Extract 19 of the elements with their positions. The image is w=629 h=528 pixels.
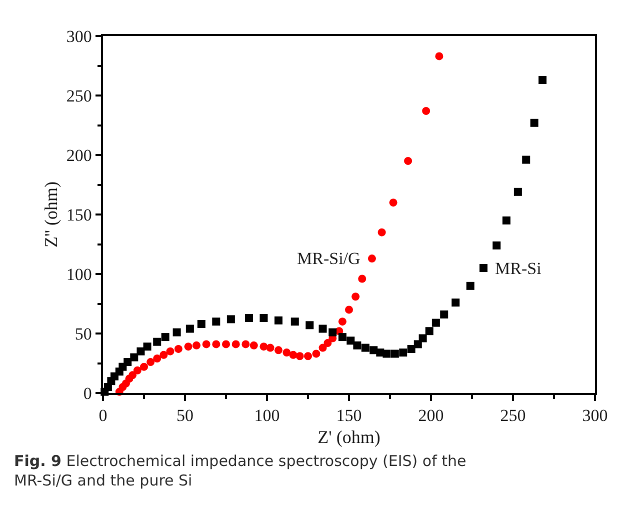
x-axis-title: Z' (ohm) xyxy=(318,426,380,447)
caption: Fig. 9 Electrochemical impedance spectroscopy (EIS) of the MR-Si/G and the pure Si xyxy=(14,452,466,490)
y-tick-label: 50 xyxy=(74,324,92,344)
x-tick-label: 200 xyxy=(418,406,444,426)
y-axis-title: Z'' (ohm) xyxy=(41,182,62,248)
x-tick-label: 100 xyxy=(254,406,280,426)
y-tick-label: 250 xyxy=(66,86,92,106)
y-tick-label: 200 xyxy=(66,146,92,165)
series-label: MR-Si/G xyxy=(297,249,360,268)
x-tick-label: 0 xyxy=(98,406,108,426)
y-tick-label: 150 xyxy=(66,205,92,224)
x-tick-label: 300 xyxy=(582,406,608,426)
y-tick-label: 300 xyxy=(66,26,92,46)
y-tick-label: 100 xyxy=(66,264,92,284)
x-tick-label: 50 xyxy=(176,406,194,426)
y-tick-label: 0 xyxy=(83,384,92,403)
series-label: MR-Si xyxy=(495,259,542,278)
x-tick-label: 250 xyxy=(500,406,526,426)
x-tick-label: 150 xyxy=(336,406,362,426)
